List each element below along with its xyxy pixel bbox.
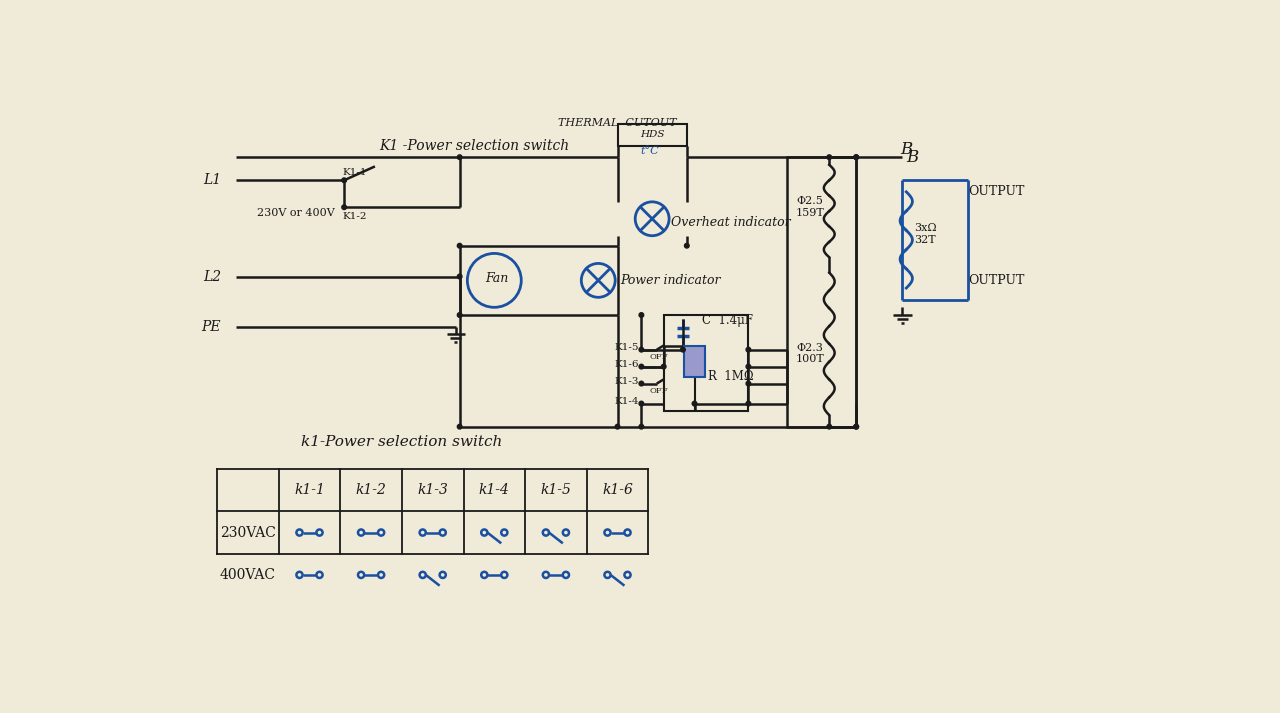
Text: OUTPUT: OUTPUT <box>968 274 1024 287</box>
Circle shape <box>639 313 644 317</box>
Circle shape <box>746 364 750 369</box>
Circle shape <box>457 155 462 160</box>
Text: Φ2.5
159T: Φ2.5 159T <box>796 196 824 218</box>
Bar <box>684 346 705 376</box>
Text: Fan: Fan <box>485 272 508 284</box>
Text: K1-3: K1-3 <box>614 376 639 386</box>
Text: k1-3: k1-3 <box>417 483 448 497</box>
Circle shape <box>457 424 462 429</box>
Circle shape <box>854 155 859 160</box>
Text: k1-2: k1-2 <box>356 483 387 497</box>
Text: k1-6: k1-6 <box>602 483 632 497</box>
Text: B: B <box>906 149 919 165</box>
Circle shape <box>854 155 859 160</box>
Circle shape <box>639 401 644 406</box>
Text: Overheat indicator: Overheat indicator <box>672 216 791 229</box>
Circle shape <box>457 243 462 248</box>
Circle shape <box>639 364 644 369</box>
Bar <box>787 157 856 426</box>
Text: OFF: OFF <box>650 387 668 395</box>
Text: K1-2: K1-2 <box>343 212 367 221</box>
Text: t°C: t°C <box>640 146 659 156</box>
Text: C  1.4μF: C 1.4μF <box>703 314 753 327</box>
Circle shape <box>342 205 347 210</box>
Text: K1-6: K1-6 <box>614 360 639 369</box>
Circle shape <box>854 424 859 429</box>
Circle shape <box>342 178 347 183</box>
Text: Φ2.3
100T: Φ2.3 100T <box>796 343 824 364</box>
Circle shape <box>854 424 859 429</box>
Circle shape <box>457 275 462 279</box>
Text: k1-4: k1-4 <box>479 483 509 497</box>
Text: PE: PE <box>201 319 221 334</box>
Circle shape <box>616 424 620 429</box>
Text: K1 -Power selection switch: K1 -Power selection switch <box>379 138 568 153</box>
Bar <box>664 315 749 411</box>
Circle shape <box>457 313 462 317</box>
Text: K1-1: K1-1 <box>343 168 367 177</box>
Text: Power indicator: Power indicator <box>620 274 721 287</box>
Text: 230VAC: 230VAC <box>220 525 275 540</box>
Circle shape <box>662 364 666 369</box>
Text: OUTPUT: OUTPUT <box>968 185 1024 198</box>
Circle shape <box>827 155 832 160</box>
Text: K1-5: K1-5 <box>614 343 639 352</box>
Circle shape <box>746 381 750 386</box>
Text: 3xΩ
32T: 3xΩ 32T <box>914 223 937 245</box>
Circle shape <box>639 424 644 429</box>
Circle shape <box>681 347 685 352</box>
Text: 230V or 400V: 230V or 400V <box>257 208 335 218</box>
Circle shape <box>746 347 750 352</box>
Circle shape <box>692 401 696 406</box>
Text: R  1MΩ: R 1MΩ <box>708 370 754 383</box>
Text: k1-Power selection switch: k1-Power selection switch <box>301 435 503 449</box>
Circle shape <box>827 424 832 429</box>
Circle shape <box>639 381 644 386</box>
Text: B: B <box>900 141 913 158</box>
Bar <box>617 124 687 145</box>
Text: 400VAC: 400VAC <box>220 568 276 582</box>
Circle shape <box>685 243 689 248</box>
Circle shape <box>746 401 750 406</box>
Text: K1-4: K1-4 <box>614 396 639 406</box>
Circle shape <box>639 347 644 352</box>
Text: L2: L2 <box>202 270 221 284</box>
Text: k1-1: k1-1 <box>294 483 325 497</box>
Text: HDS: HDS <box>640 130 664 138</box>
Text: L1: L1 <box>202 173 221 188</box>
Text: k1-5: k1-5 <box>540 483 571 497</box>
Text: OFF: OFF <box>650 354 668 361</box>
Text: THERMAL  CUTOUT: THERMAL CUTOUT <box>558 118 677 128</box>
